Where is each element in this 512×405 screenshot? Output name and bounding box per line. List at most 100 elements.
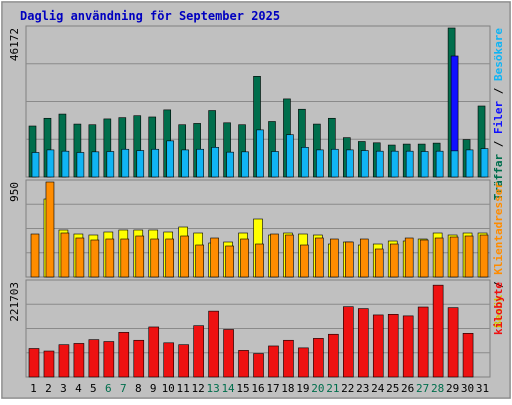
x-tick-label: 24 (371, 382, 385, 395)
bar-kilobyte-day-11 (178, 344, 189, 378)
x-tick-label: 18 (281, 382, 294, 395)
x-tick-label: 19 (296, 382, 309, 395)
bar-klientadresser-day-9 (150, 238, 160, 278)
x-tick-label: 21 (326, 382, 339, 395)
bar-bes-kare-day-4 (76, 152, 85, 178)
bar-klientadresser-day-22 (345, 241, 354, 278)
bar-bes-kare-day-21 (331, 148, 339, 178)
bar-klientadresser-day-30 (464, 235, 474, 278)
bar-kilobyte-day-25 (387, 313, 399, 378)
x-tick-label: 13 (206, 382, 219, 395)
bar-klientadresser-day-31 (479, 234, 489, 278)
bar-bes-kare-day-3 (61, 150, 70, 178)
panel-2: 950 (8, 179, 491, 278)
bar-klientadresser-day-5 (90, 239, 100, 278)
chart-title: Daglig användning för September 2025 (20, 9, 280, 23)
bar-klientadresser-day-17 (270, 233, 279, 278)
bar-kilobyte-day-15 (238, 350, 249, 378)
bar-bes-kare-day-13 (211, 147, 219, 178)
right-axis-label-group: Träffar / Filer / Besökare (492, 28, 505, 201)
bar-bes-kare-day-19 (301, 147, 309, 178)
bar-bes-kare-day-5 (91, 151, 100, 178)
panel-max-label: 46172 (8, 28, 21, 61)
label-separator: / (492, 134, 505, 154)
bar-klientadresser-day-10 (165, 238, 175, 278)
bar-kilobyte-day-7 (118, 332, 130, 378)
bar-klientadresser-day-25 (389, 243, 399, 278)
bar-bes-kare-day-29 (450, 150, 459, 178)
x-tick-label: 1 (30, 382, 37, 395)
bar-bes-kare-day-7 (121, 148, 130, 178)
x-tick-label: 2 (45, 382, 52, 395)
bar-klientadresser-day-16 (255, 243, 264, 278)
chart-frame-border-dark (1, 1, 511, 399)
x-tick-label: 8 (135, 382, 142, 395)
bar-bes-kare-day-26 (405, 150, 414, 178)
bar-bes-kare-day-24 (375, 150, 384, 178)
bar-klientadresser-day-19 (300, 244, 309, 278)
bar-kilobyte-day-27 (417, 306, 429, 378)
right-axis-label-group: Besök / Klientadresser (492, 182, 505, 328)
bar-kilobyte-day-10 (163, 342, 175, 378)
bar-bes-kare-day-30 (465, 149, 474, 178)
bar-kilobyte-day-28 (432, 284, 444, 378)
x-tick-label: 12 (192, 382, 205, 395)
bar-bes-kare-day-22 (346, 149, 354, 178)
bar-kilobyte-day-2 (43, 350, 55, 378)
right-axis-label: kilobyte (492, 282, 505, 335)
chart-panels: 46172 950 221703 (8, 25, 491, 378)
bar-klientadresser-day-21 (330, 238, 339, 278)
bar-bes-kare-day-1 (31, 152, 40, 178)
x-tick-label: 27 (416, 382, 429, 395)
x-tick-label: 25 (386, 382, 399, 395)
bar-kilobyte-day-19 (298, 347, 309, 378)
bar-klientadresser-day-1 (30, 233, 40, 278)
panel-3: 221703 (8, 279, 491, 378)
bar-bes-kare-day-8 (136, 150, 145, 178)
right-axis-label: Filer (492, 100, 505, 133)
bar-bes-kare-day-12 (196, 148, 204, 178)
bar-klientadresser-day-20 (315, 237, 324, 278)
bar-kilobyte-day-24 (372, 314, 384, 378)
x-axis-tick-labels: 1 2 3 4 5 6 7 8 9 10 11 12 13 14 15 16 17 18 19 20 21 22 23 24 2… (30, 382, 489, 395)
bar-bes-kare-day-17 (271, 151, 279, 178)
bar-klientadresser-day-14 (225, 245, 234, 278)
bar-kilobyte-day-4 (73, 343, 85, 378)
label-separator: / (492, 275, 505, 295)
bar-klientadresser-day-13 (210, 237, 219, 278)
bar-kilobyte-day-12 (193, 325, 204, 378)
x-tick-label: 4 (75, 382, 82, 395)
bar-kilobyte-day-17 (268, 345, 279, 378)
bar-klientadresser-day-26 (404, 237, 414, 278)
bar-bes-kare-day-28 (435, 150, 444, 178)
bar-bes-kare-day-25 (390, 150, 399, 178)
right-axis-label: Klientadresser (492, 182, 505, 275)
bar-klientadresser-day-29 (449, 236, 459, 278)
bar-klientadresser-day-7 (120, 238, 130, 278)
bar-kilobyte-day-26 (402, 315, 414, 378)
bar-kilobyte-day-20 (313, 338, 324, 378)
x-tick-label: 22 (341, 382, 354, 395)
right-axis-label: Träffar (492, 153, 505, 200)
bar-kilobyte-day-14 (223, 329, 234, 378)
x-tick-label: 23 (356, 382, 369, 395)
bar-klientadresser-day-2 (45, 181, 55, 278)
bar-kilobyte-day-3 (58, 344, 70, 378)
x-tick-label: 5 (90, 382, 97, 395)
label-separator: / (492, 81, 505, 101)
bar-bes-kare-day-14 (226, 151, 234, 178)
x-tick-label: 14 (221, 382, 235, 395)
x-tick-label: 16 (251, 382, 264, 395)
x-tick-label: 9 (150, 382, 157, 395)
bar-bes-kare-day-18 (286, 134, 294, 178)
bar-bes-kare-day-31 (480, 148, 489, 178)
x-tick-label: 31 (476, 382, 489, 395)
bar-kilobyte-day-22 (343, 306, 354, 378)
x-tick-label: 17 (266, 382, 279, 395)
bar-bes-kare-day-20 (316, 149, 324, 178)
bar-kilobyte-day-8 (133, 339, 145, 378)
bar-kilobyte-day-1 (28, 348, 40, 378)
x-tick-label: 7 (120, 382, 127, 395)
